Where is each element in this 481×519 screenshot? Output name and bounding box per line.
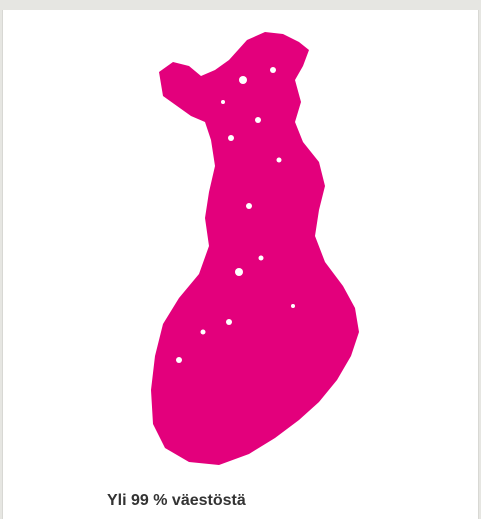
caption: Yli 99 % väestöstä <box>107 492 246 509</box>
gap <box>246 203 252 209</box>
gap <box>270 67 276 73</box>
gap <box>221 100 225 104</box>
gap <box>255 117 261 123</box>
gap <box>258 255 264 261</box>
map-panel: Yli 99 % väestöstä <box>2 10 479 519</box>
finland-coverage <box>151 32 359 465</box>
gap <box>291 304 295 308</box>
gap <box>176 357 182 363</box>
gap <box>228 135 234 141</box>
gap <box>276 157 282 163</box>
coverage-gaps <box>176 67 295 363</box>
gap <box>226 319 232 325</box>
gap <box>239 76 247 84</box>
gap <box>200 329 206 335</box>
gap <box>235 268 243 276</box>
coverage-map <box>151 32 359 465</box>
